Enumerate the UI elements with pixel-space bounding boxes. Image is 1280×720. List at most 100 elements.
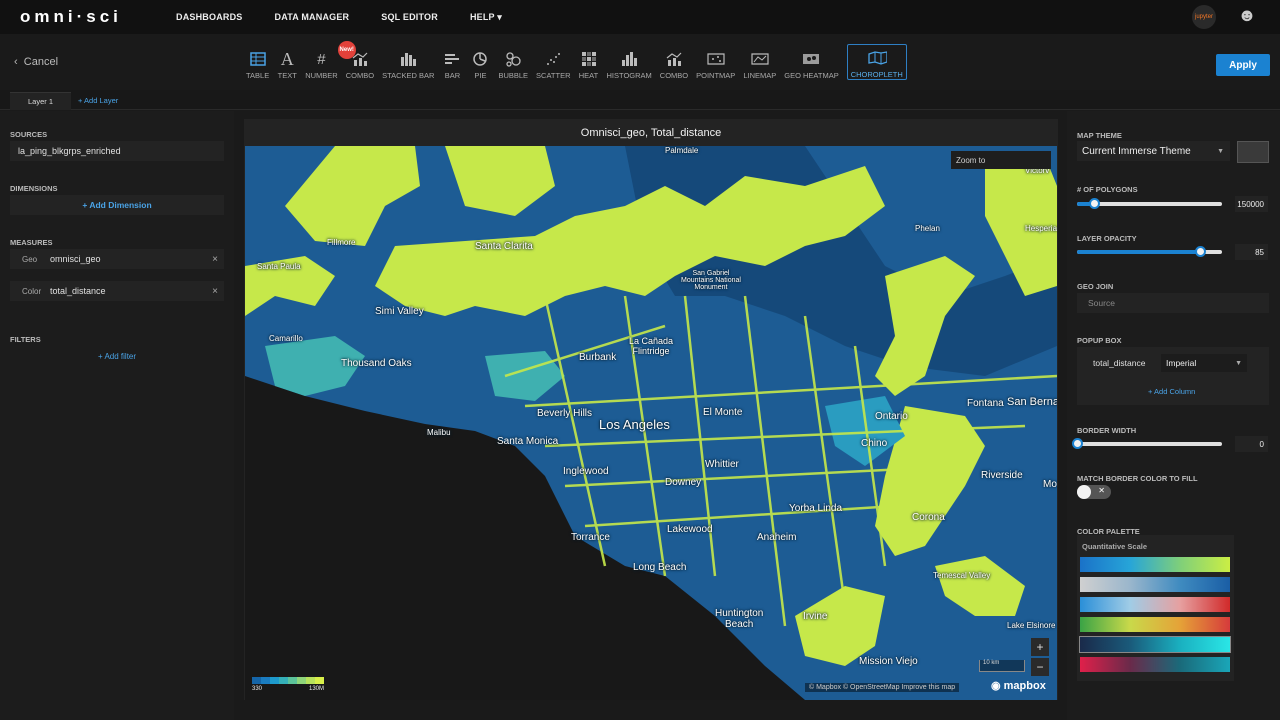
nav-sql-editor[interactable]: SQL EDITOR — [381, 12, 438, 22]
map-label: Yorba Linda — [789, 503, 843, 514]
measure-color[interactable]: Color total_distance × — [10, 281, 224, 301]
color-palette-option-1[interactable] — [1080, 557, 1230, 572]
border-width-label: BORDER WIDTH — [1077, 426, 1137, 435]
border-width-value[interactable]: 0 — [1235, 436, 1268, 452]
map-canvas[interactable] — [245, 146, 1057, 700]
map-label: Thousand Oaks — [341, 358, 412, 369]
map-label: Malibu — [427, 428, 451, 437]
table-icon — [248, 50, 268, 68]
legend-swatch — [261, 677, 270, 684]
tab-layer-1[interactable]: Layer 1 — [10, 92, 72, 110]
border-width-slider[interactable] — [1072, 438, 1222, 449]
color-palette-label: COLOR PALETTE — [1077, 527, 1140, 536]
jupyter-icon[interactable]: jupyter — [1192, 5, 1216, 29]
map-label: Lake Elsinore — [1007, 621, 1056, 630]
sources-label: SOURCES — [10, 130, 48, 139]
color-palette-option-4[interactable] — [1080, 617, 1230, 632]
measure-geo[interactable]: Geo omnisci_geo × — [10, 249, 224, 269]
chart-type-heat[interactable]: HEAT — [579, 44, 599, 80]
chart-type-scatter[interactable]: SCATTER — [536, 44, 571, 80]
map-label: Santa Clarita — [475, 241, 533, 252]
geo-join-select[interactable]: Source — [1077, 293, 1269, 313]
chart-type-label: COMBO — [659, 71, 689, 80]
popup-unit-select[interactable]: Imperial ▼ — [1161, 354, 1247, 372]
opacity-slider[interactable] — [1077, 246, 1222, 257]
match-border-toggle[interactable]: ✕ — [1077, 485, 1111, 499]
geo-heatmap-icon — [801, 50, 821, 68]
chart-type-combo[interactable]: COMBO New! — [337, 41, 374, 80]
chart-type-stacked-bar[interactable]: STACKED BAR — [382, 44, 434, 80]
map-theme-select[interactable]: Current Immerse Theme ▼ — [1077, 141, 1230, 161]
remove-geo-icon[interactable]: × — [212, 253, 218, 265]
color-palette-option-2[interactable] — [1080, 577, 1230, 592]
remove-color-icon[interactable]: × — [212, 285, 218, 297]
add-column-link[interactable]: + Add Column — [1148, 387, 1196, 396]
linemap-icon — [750, 50, 770, 68]
popup-box-label: POPUP BOX — [1077, 336, 1122, 345]
layer-tabs: Layer 1 + Add Layer — [0, 90, 1280, 110]
chart-type-bubble[interactable]: BUBBLE — [498, 44, 528, 80]
nav-data-manager[interactable]: DATA MANAGER — [274, 12, 350, 22]
chart-type-bar[interactable]: BAR — [442, 44, 462, 80]
map-theme-label: MAP THEME — [1077, 131, 1122, 140]
chart-type-selector: TABLE A TEXT # NUMBER COMBO New! STACKED BAR BAR… — [246, 41, 915, 81]
measures-label: MEASURES — [10, 238, 53, 247]
legend-min: 330 — [252, 686, 263, 692]
chart-type-combo-2[interactable]: COMBO — [660, 44, 688, 80]
polygons-slider[interactable] — [1077, 198, 1222, 209]
user-icon[interactable]: ☻ — [1237, 5, 1257, 25]
add-layer-link[interactable]: + Add Layer — [78, 96, 119, 105]
polygons-value[interactable]: 150000 — [1235, 196, 1268, 212]
color-palette-option-6[interactable] — [1080, 657, 1230, 672]
chart-type-choropleth[interactable]: CHOROPLETH — [846, 44, 907, 80]
zoom-to-input[interactable]: Zoom to — [951, 151, 1051, 169]
map-theme-thumbnail[interactable] — [1237, 141, 1269, 163]
color-legend: 330 130M — [252, 677, 324, 692]
nav-dashboards[interactable]: DASHBOARDS — [176, 12, 243, 22]
chevron-down-icon: ▼ — [1235, 359, 1242, 367]
chart-type-label: CHOROPLETH — [850, 70, 903, 79]
chart-type-number[interactable]: # NUMBER — [305, 44, 338, 81]
map-label: Victorv — [1025, 166, 1050, 175]
source-select[interactable]: la_ping_blkgrps_enriched — [10, 141, 224, 161]
chart-type-pointmap[interactable]: POINTMAP — [696, 44, 735, 80]
zoom-out-button[interactable]: − — [1031, 658, 1049, 676]
color-palette-option-5[interactable] — [1079, 636, 1231, 653]
map-label: Phelan — [915, 224, 940, 233]
add-filter-link[interactable]: + Add filter — [98, 352, 137, 361]
add-dimension-button[interactable]: + Add Dimension — [10, 195, 224, 215]
histogram-icon — [619, 50, 639, 68]
map-label: Temescal Valley — [933, 571, 991, 580]
map-label: La Cañada Flintridge — [629, 336, 674, 356]
chart-type-text[interactable]: A TEXT — [277, 44, 297, 81]
opacity-value[interactable]: 85 — [1235, 244, 1268, 260]
map-label: Riverside — [981, 470, 1023, 481]
chart-editor-toolbar: ‹ Cancel TABLE A TEXT # NUMBER COMBO New! STACK… — [0, 34, 1280, 90]
map-label: Simi Valley — [375, 306, 424, 317]
chart-type-table[interactable]: TABLE — [246, 44, 269, 80]
chart-type-label: HEAT — [578, 71, 599, 80]
map-label: Santa Monica — [497, 436, 559, 447]
apply-button[interactable]: Apply — [1216, 54, 1270, 76]
chart-type-geo-heatmap[interactable]: GEO HEATMAP — [784, 44, 839, 80]
choropleth-map[interactable]: Palmdale Victorv Fillmore Santa Clarita Phel… — [245, 146, 1057, 700]
chart-type-label: NUMBER — [305, 71, 338, 80]
map-label: Long Beach — [633, 562, 687, 573]
map-label: Camarillo — [269, 334, 303, 343]
stacked-bar-icon — [398, 50, 418, 68]
popup-field: total_distance — [1093, 358, 1146, 368]
cancel-button[interactable]: ‹ Cancel — [14, 56, 59, 68]
zoom-in-button[interactable]: + — [1031, 638, 1049, 656]
legend-swatch — [306, 677, 315, 684]
chart-type-linemap[interactable]: LINEMAP — [743, 44, 776, 80]
chart-type-pie[interactable]: PIE — [470, 44, 490, 80]
pie-icon — [470, 50, 490, 68]
color-palette-option-3[interactable] — [1080, 597, 1230, 612]
top-right-actions: jupyter ☻ — [1192, 5, 1260, 29]
chart-type-histogram[interactable]: HISTOGRAM — [607, 44, 652, 80]
map-scale-bar: 10 km — [979, 660, 1025, 672]
nav-help[interactable]: HELP ▾ — [469, 11, 502, 22]
chart-type-label: BUBBLE — [498, 71, 529, 80]
omnisci-logo[interactable]: omni·sci — [20, 7, 122, 26]
map-attribution[interactable]: © Mapbox © OpenStreetMap Improve this ma… — [805, 683, 960, 692]
